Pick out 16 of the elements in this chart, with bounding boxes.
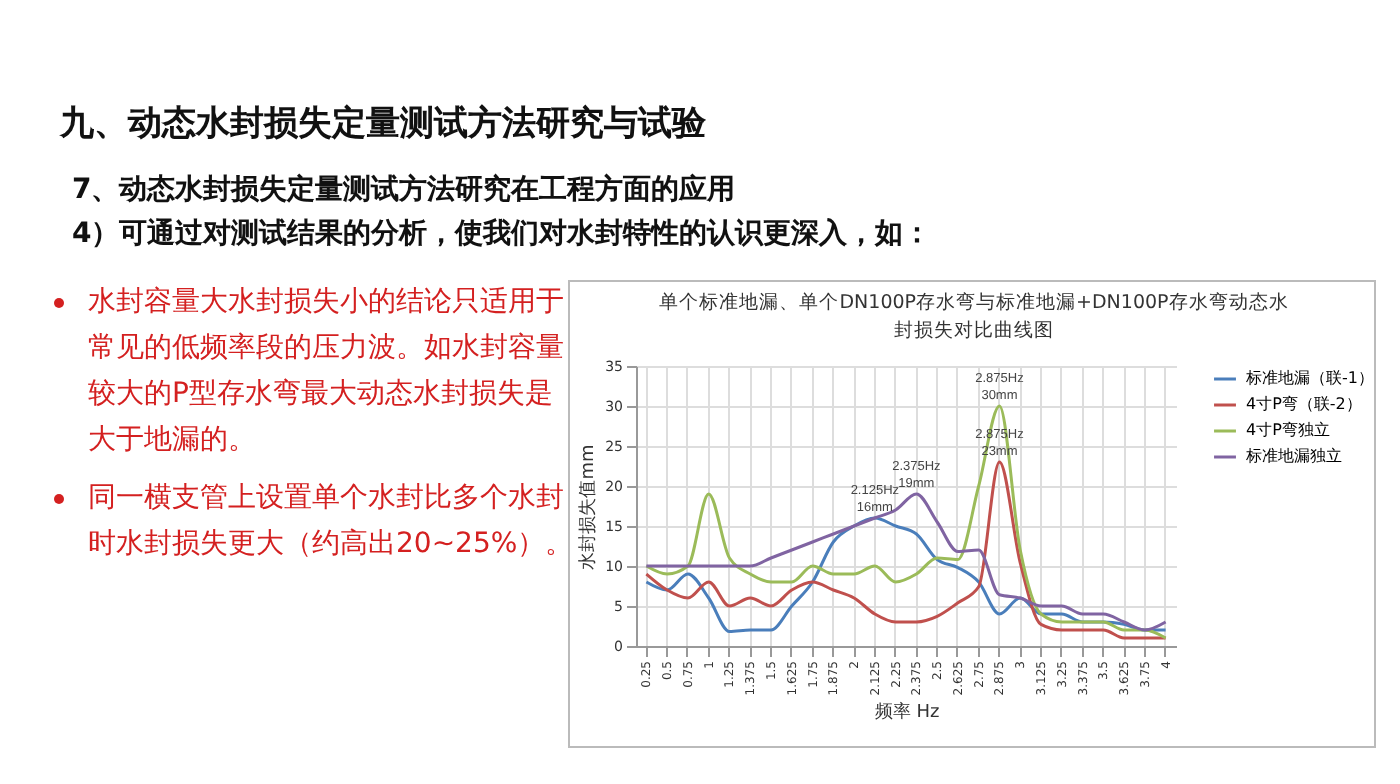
line-series [644,460,1168,640]
line-series [644,492,1168,632]
text: 4）可通过对测试结果的分析，使我们对水封特性的认识更深入，如： [72,216,932,252]
legend-label: 标准地漏（联-1） [1244,369,1374,387]
chart-title: 九、动态水封损失定量测试方法研究与试验 [60,102,706,146]
chart-subtitle: 单个标准地漏、单个DN100P存水弯与标准地漏+DN100P存水弯动态水封损失对比曲线图 [657,290,1291,346]
legend-label: 4寸P弯独立 [1246,421,1330,439]
text: 同一横支管上设置单个水封比多个水封时水封损失更大（约高出20~25%）。 [88,480,576,564]
x-axis-title: 频率 Hz [874,701,940,724]
legend-label: 4寸P弯（联-2） [1246,395,1362,413]
line-series [644,404,1168,640]
text: 7、动态水封损失定量测试方法研究在工程方面的应用 [72,172,736,208]
y-axis-title: 水封损失值mm [577,444,600,570]
text: 水封容量大水封损失小的结论只适用于常见的低频率段的压力波。如水封容量较大的P型存水弯最大动态水封损失是大于地漏的。 [88,284,566,460]
line-series [644,516,1168,634]
legend-label: 标准地漏独立 [1244,447,1342,465]
